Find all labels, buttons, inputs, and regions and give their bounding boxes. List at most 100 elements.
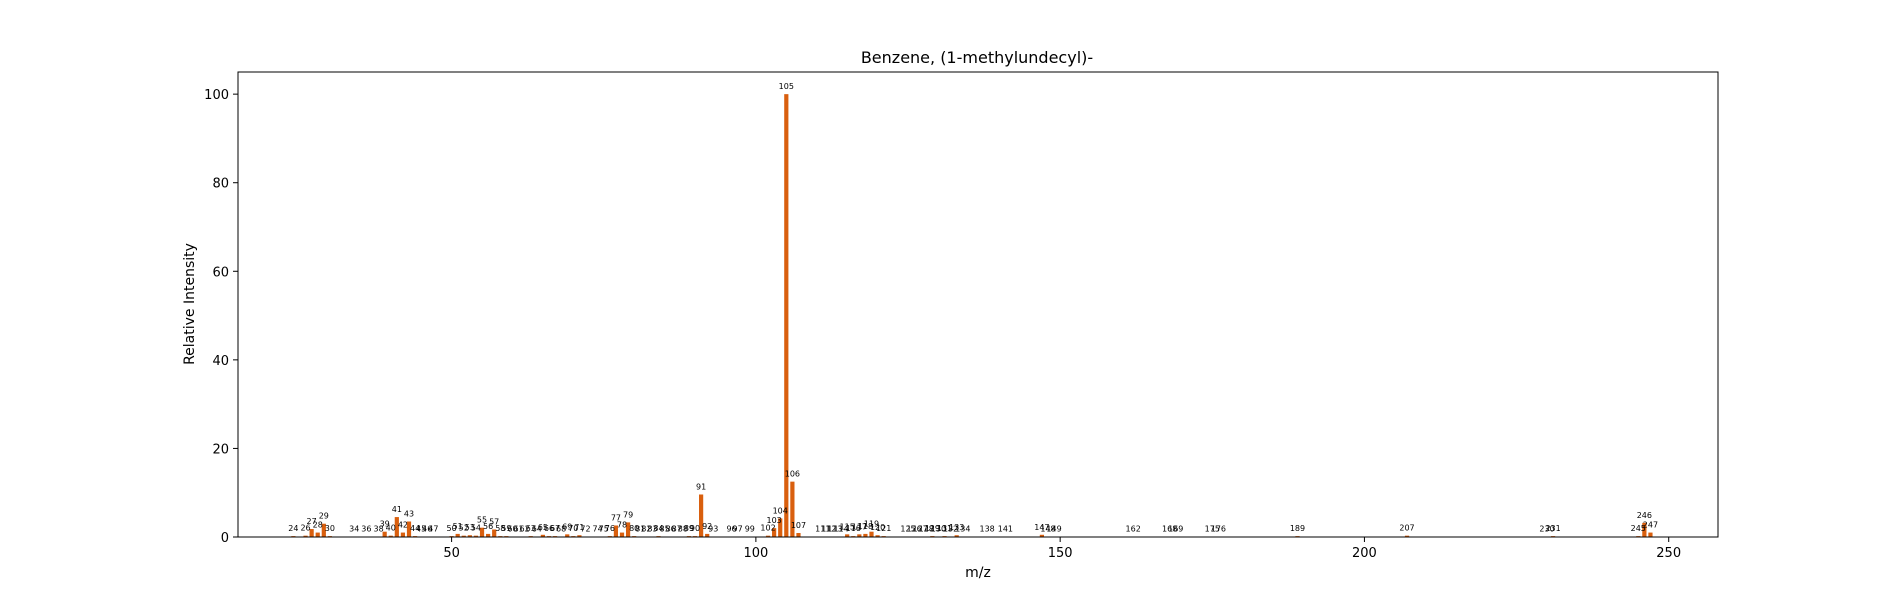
x-axis-label: m/z	[965, 565, 991, 581]
bar-119	[869, 531, 874, 537]
peak-label-230: 230	[1539, 525, 1554, 534]
peak-label-207: 207	[1399, 524, 1414, 533]
peak-label-113: 113	[827, 525, 842, 534]
peak-label-51: 51	[453, 522, 463, 531]
plot-frame	[237, 71, 1719, 538]
peak-label-92: 92	[702, 522, 712, 531]
peak-label-97: 97	[733, 525, 743, 534]
peak-label-175: 175	[1205, 525, 1220, 534]
peak-label-138: 138	[979, 525, 994, 534]
bar-78	[619, 532, 625, 537]
peak-label-72: 72	[580, 525, 590, 534]
peak-label-75: 75	[599, 525, 609, 534]
bar-247	[1648, 532, 1653, 537]
peak-label-87: 87	[672, 525, 682, 534]
peak-label-131: 131	[937, 524, 952, 533]
peak-label-105: 105	[779, 82, 794, 91]
peak-label-61: 61	[513, 525, 523, 534]
y-tick-label-60: 60	[212, 265, 229, 280]
bar-147	[1039, 534, 1044, 537]
peak-label-76: 76	[605, 524, 615, 533]
bar-103	[772, 528, 777, 537]
peak-label-93: 93	[708, 525, 718, 534]
bar-91	[699, 494, 704, 537]
bar-54	[473, 535, 479, 537]
peak-label-27: 27	[307, 517, 317, 526]
peak-label-62: 62	[520, 525, 530, 534]
peak-label-246: 246	[1637, 511, 1652, 520]
bar-52	[461, 535, 466, 537]
peak-label-55: 55	[477, 516, 487, 525]
peak-label-74: 74	[593, 525, 603, 534]
bar-115	[845, 534, 850, 537]
bar-55	[479, 527, 485, 537]
bar-118	[863, 533, 868, 537]
bar-65	[540, 534, 545, 537]
bar-106	[790, 481, 795, 537]
y-axis-label: Relative Intensity	[182, 243, 198, 365]
peak-label-86: 86	[666, 525, 676, 534]
peak-label-59: 59	[501, 524, 511, 533]
bar-246	[1642, 522, 1647, 537]
peak-label-63: 63	[526, 524, 536, 533]
peak-label-65: 65	[538, 523, 548, 532]
peak-label-58: 58	[495, 524, 505, 533]
peak-label-132: 132	[943, 525, 958, 534]
peak-label-169: 169	[1168, 525, 1183, 534]
peak-label-189: 189	[1290, 524, 1305, 533]
peak-label-104: 104	[773, 506, 788, 515]
bar-43	[406, 521, 412, 537]
peak-label-103: 103	[766, 516, 781, 525]
bar-107	[796, 533, 801, 537]
bar-120	[875, 535, 880, 537]
peak-label-67: 67	[550, 524, 560, 533]
peak-label-121: 121	[876, 524, 891, 533]
peak-label-81: 81	[635, 525, 645, 534]
peak-label-129: 129	[925, 524, 940, 533]
peak-label-102: 102	[760, 524, 775, 533]
peak-label-107: 107	[791, 521, 806, 530]
peak-label-116: 116	[846, 524, 861, 533]
bar-207	[1404, 535, 1410, 537]
bar-53	[467, 535, 472, 537]
peak-label-50: 50	[447, 524, 457, 533]
peak-label-83: 83	[647, 525, 657, 534]
y-tick-label-20: 20	[212, 442, 229, 457]
peak-label-162: 162	[1126, 525, 1141, 534]
y-tick-label-40: 40	[212, 354, 229, 369]
bar-77	[613, 525, 619, 537]
peak-label-115: 115	[840, 522, 855, 531]
bar-28	[315, 532, 320, 537]
peak-label-26: 26	[300, 524, 310, 533]
peak-label-120: 120	[870, 523, 885, 532]
peak-label-168: 168	[1162, 525, 1177, 534]
peak-label-231: 231	[1545, 524, 1560, 533]
peak-label-44: 44	[410, 524, 420, 533]
peak-label-42: 42	[398, 521, 408, 530]
peak-label-118: 118	[858, 522, 873, 531]
peak-label-36: 36	[361, 525, 371, 534]
peak-label-90: 90	[690, 524, 700, 533]
x-tick-label-200: 200	[1352, 546, 1377, 561]
peak-label-111: 111	[815, 525, 830, 534]
y-axis-ticks: 0 20 40 60 80 100	[204, 88, 238, 546]
peak-label-71: 71	[574, 523, 584, 532]
peak-label-68: 68	[556, 525, 566, 534]
peak-label-141: 141	[998, 525, 1013, 534]
peak-label-245: 245	[1631, 524, 1646, 533]
peak-label-70: 70	[568, 524, 578, 533]
bar-71	[577, 535, 582, 537]
peak-label-40: 40	[386, 524, 396, 533]
x-tick-label-100: 100	[743, 546, 768, 561]
peak-label-149: 149	[1046, 525, 1061, 534]
peak-label-119: 119	[864, 520, 879, 529]
peak-label-52: 52	[459, 524, 469, 533]
peak-label-54: 54	[471, 524, 481, 533]
peak-label-134: 134	[955, 525, 970, 534]
peak-label-126: 126	[906, 525, 921, 534]
bar-117	[857, 534, 862, 537]
bar-51	[455, 533, 460, 537]
bars-group	[291, 94, 1653, 538]
peak-label-64: 64	[532, 525, 542, 534]
